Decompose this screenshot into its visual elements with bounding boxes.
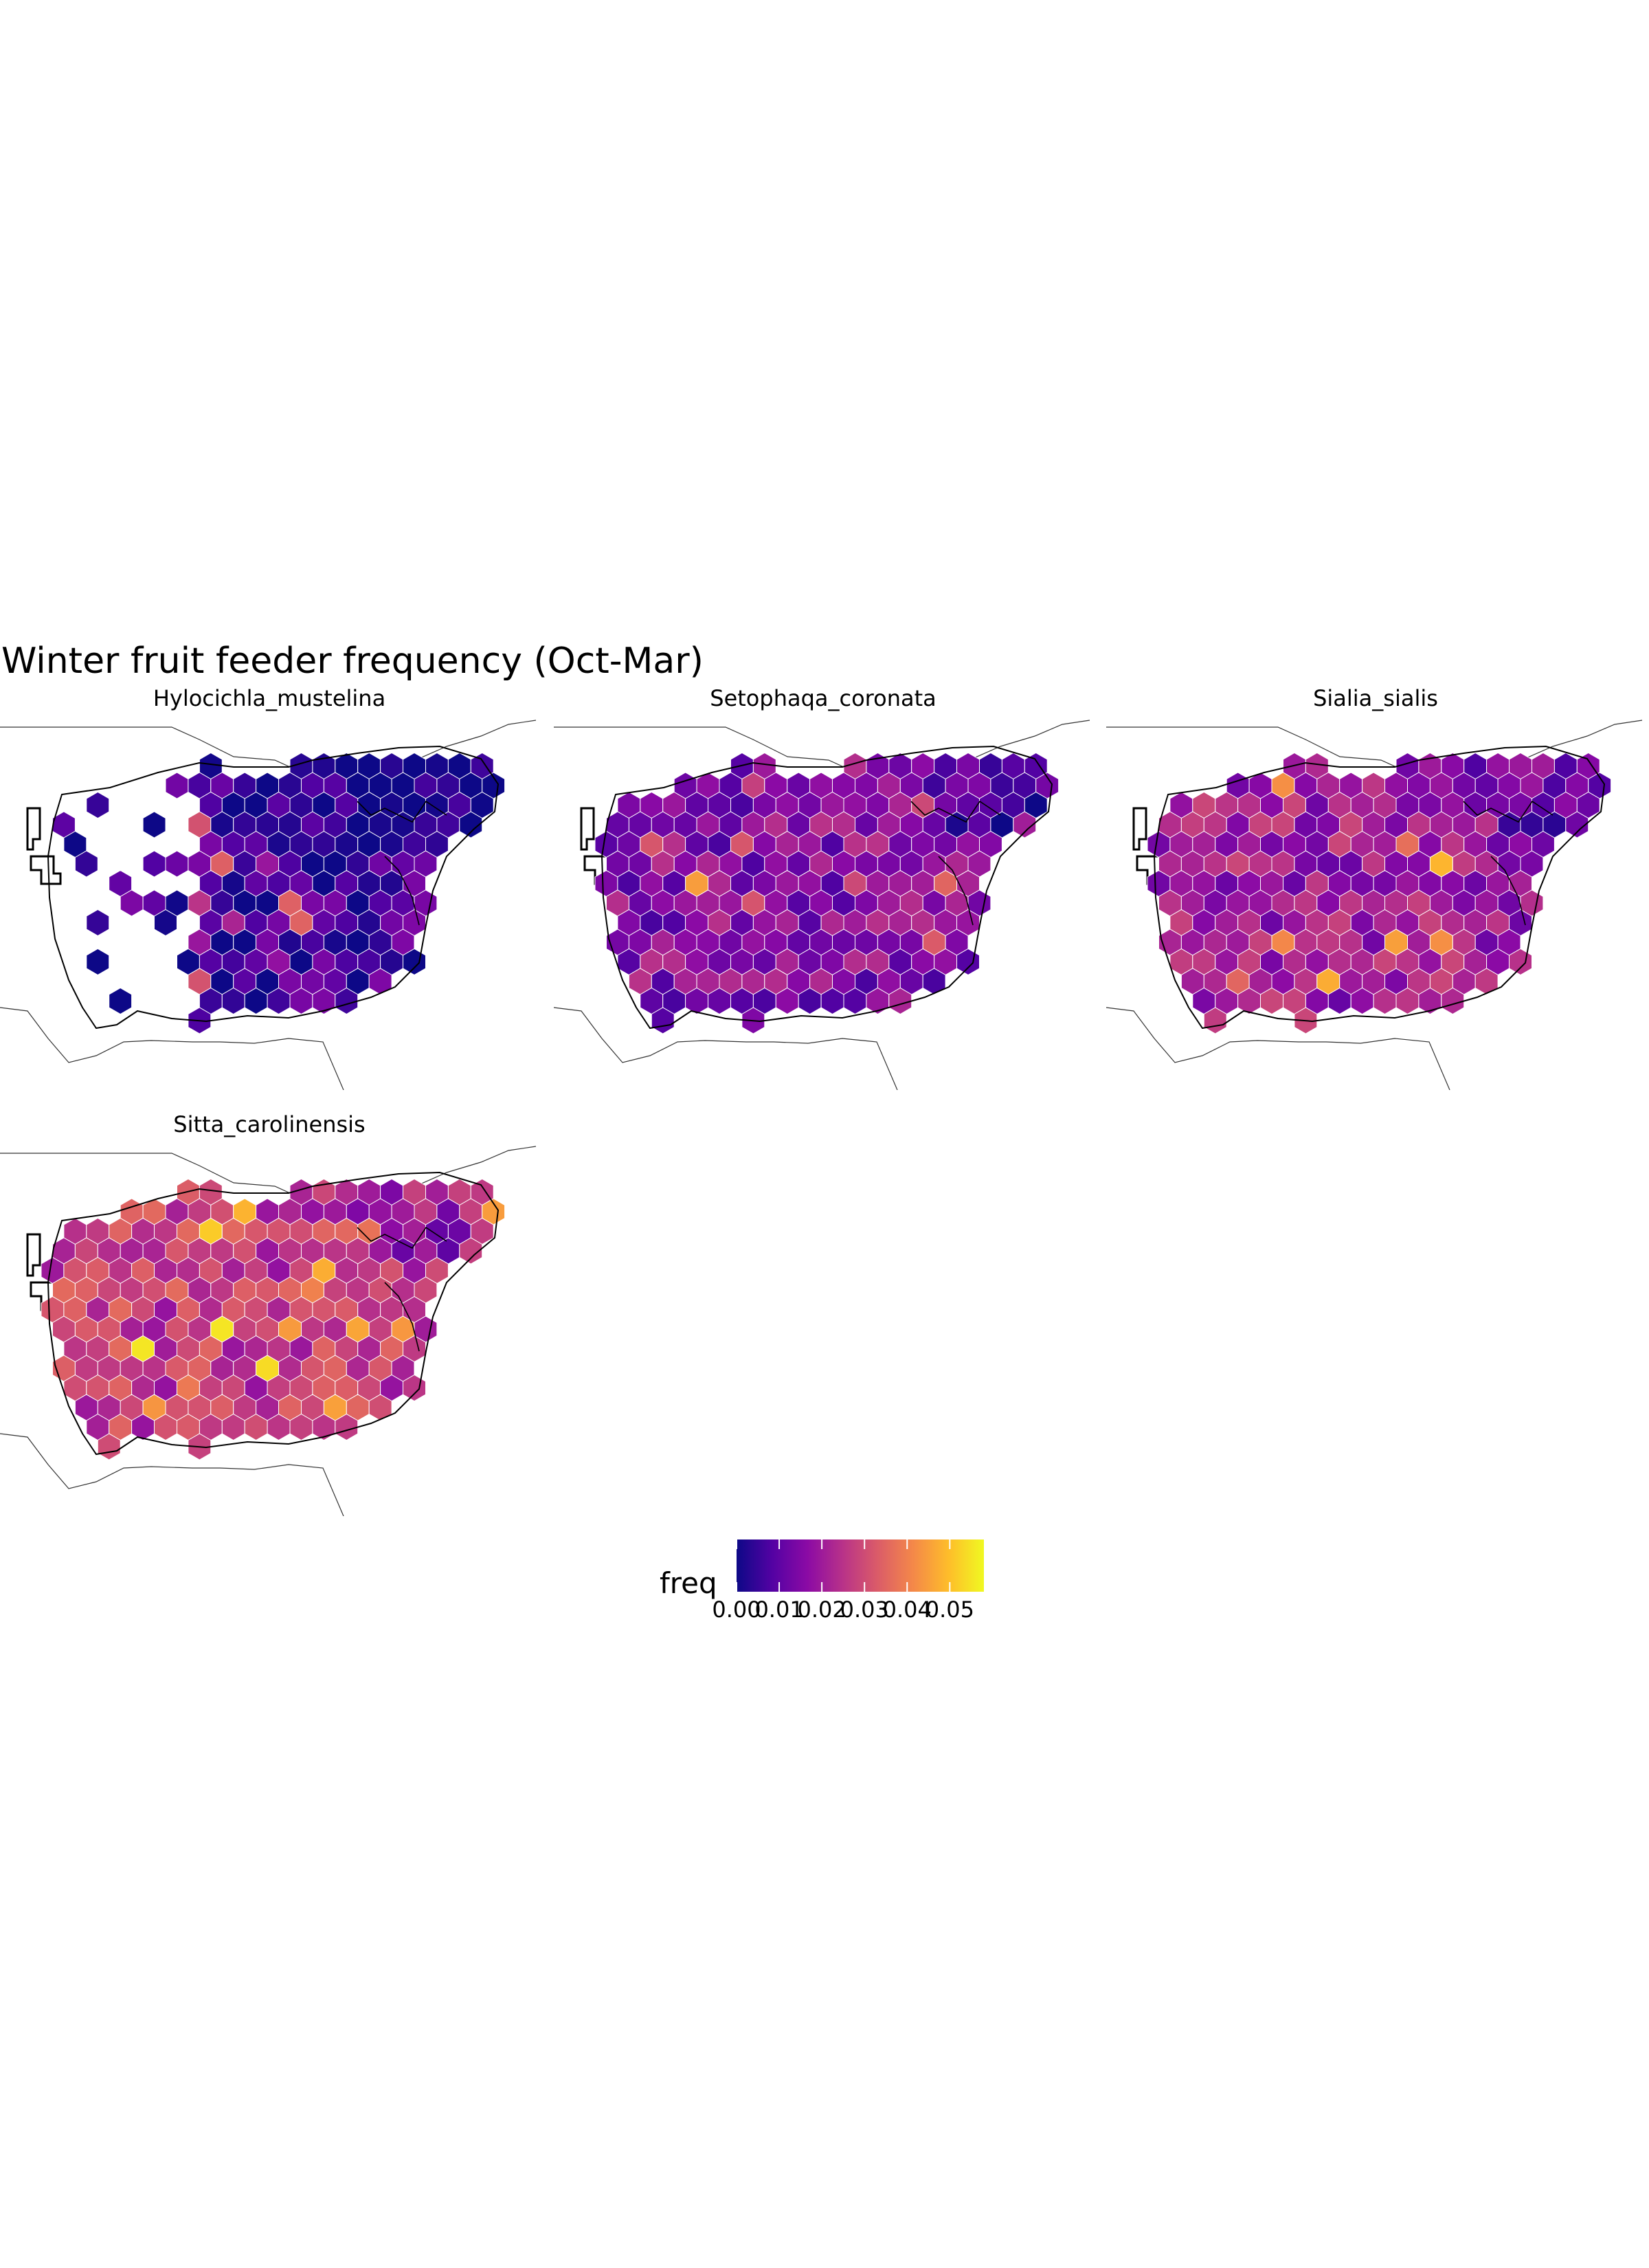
region-outline [601,745,1053,1030]
hexbin-map [1106,720,1643,1090]
state-outline [26,807,62,885]
coastline [554,1007,898,1090]
legend-tick-label: 0.03 [840,1597,889,1623]
coastline [1106,1007,1450,1090]
hexbin-map [0,1146,537,1516]
legend-title: freq [660,1566,717,1600]
hexbin-map [0,720,537,1090]
region-outline [47,1171,500,1456]
panel-hylocichla-mustelina: Hylocichla_mustelina [0,680,539,1090]
legend-colorbar [737,1539,984,1592]
hex-cell [1565,811,1589,838]
great-lakes-outline [910,800,1001,926]
chart-title: Winter fruit feeder frequency (Oct-Mar) [1,641,704,682]
panel-sitta-carolinensis: Sitta_carolinensis [0,1107,539,1516]
region-outline [47,745,500,1030]
coastline [0,1007,344,1090]
legend-tick-label: 0.01 [754,1597,804,1623]
hex-cell [86,948,110,976]
panel-title: Hylocichla_mustelina [153,685,386,711]
hex-cell [154,909,177,937]
hex-cell [109,987,133,1015]
legend-tick-label: 0.05 [925,1597,974,1623]
panel-setophaqa-coronata: Setophaqa_coronata [554,680,1092,1090]
great-lakes-outline [357,800,447,926]
legend-gradient [737,1539,984,1592]
coastline [0,1433,344,1516]
hex-cell [74,850,98,878]
legend-tick-label: 0.04 [882,1597,932,1623]
panel-title: Sialia_sialis [1313,685,1438,711]
great-lakes-outline [357,1226,447,1352]
great-lakes-outline [1463,800,1553,926]
legend-tick-label: 0.02 [797,1597,846,1623]
legend-tick-label: 0.00 [712,1597,761,1623]
panel-title: Sitta_carolinensis [173,1111,366,1137]
hex-cell [459,1237,483,1265]
hex-layer [1147,752,1612,1034]
hex-cell [165,772,189,799]
hex-cell [142,811,166,838]
hex-cell [86,909,110,937]
hex-layer [52,752,506,1034]
hex-cell [1013,811,1037,838]
panel-sialia-sialis: Sialia_sialis [1106,680,1645,1090]
panel-title: Setophaqa_coronata [710,685,936,711]
hex-cell [459,811,483,838]
hexbin-map [554,720,1090,1090]
hex-cell [86,791,110,819]
hex-cell [142,850,166,878]
color-legend: freq 0.00 0.01 0.02 0.03 0.04 0.05 [660,1533,1017,1636]
hex-layer [594,752,1059,1034]
region-outline [1153,745,1606,1030]
hex-layer [41,1178,506,1460]
hex-cell [165,850,189,878]
